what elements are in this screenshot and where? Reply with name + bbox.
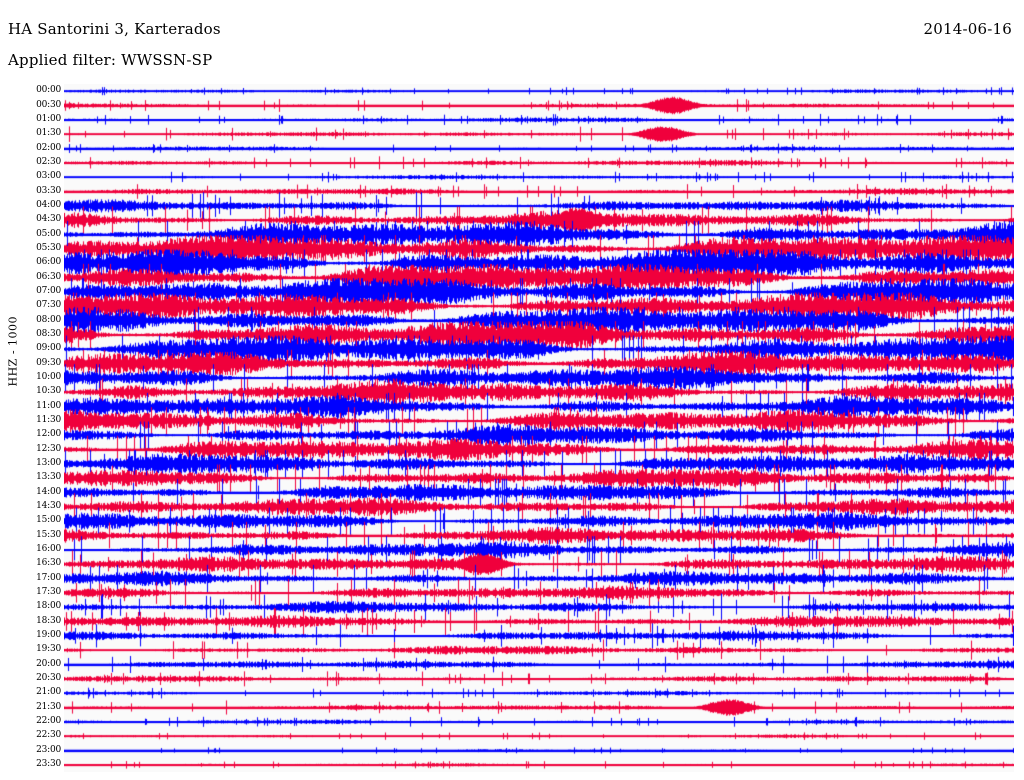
time-tick-label: 00:00 (36, 85, 61, 96)
time-tick-label: 19:00 (36, 629, 61, 640)
time-tick-label: 20:00 (36, 658, 61, 669)
time-tick-label: 06:00 (36, 257, 61, 268)
time-tick-label: 19:30 (36, 644, 61, 655)
time-tick-label: 18:00 (36, 601, 61, 612)
time-tick-label: 22:00 (36, 715, 61, 726)
time-tick-label: 07:30 (36, 300, 61, 311)
time-tick-label: 15:00 (36, 515, 61, 526)
time-tick-label: 18:30 (36, 615, 61, 626)
record-date-label: 2014-06-16 (923, 20, 1012, 38)
time-tick-label: 17:00 (36, 572, 61, 583)
time-tick-label: 21:00 (36, 687, 61, 698)
time-tick-label: 16:30 (36, 558, 61, 569)
time-tick-label: 02:00 (36, 142, 61, 153)
time-tick-label: 22:30 (36, 730, 61, 741)
time-tick-label: 02:30 (36, 156, 61, 167)
time-tick-label: 10:30 (36, 386, 61, 397)
time-tick-label: 03:30 (36, 185, 61, 196)
time-tick-label: 04:30 (36, 214, 61, 225)
time-tick-label: 12:30 (36, 443, 61, 454)
time-tick-label: 23:30 (36, 758, 61, 769)
time-tick-label: 13:30 (36, 472, 61, 483)
time-tick-label: 03:00 (36, 171, 61, 182)
time-tick-label: 14:30 (36, 500, 61, 511)
time-tick-label: 01:00 (36, 113, 61, 124)
time-tick-label: 16:00 (36, 543, 61, 554)
time-tick-label: 05:30 (36, 242, 61, 253)
applied-filter-label: Applied filter: WWSSN-SP (8, 51, 213, 69)
time-tick-label: 20:30 (36, 672, 61, 683)
time-tick-label: 06:30 (36, 271, 61, 282)
time-tick-label: 00:30 (36, 99, 61, 110)
time-axis: 00:00 00:30 01:00 01:30 02:00 02:30 03:00 03:30… (0, 84, 62, 772)
time-tick-label: 11:00 (36, 400, 61, 411)
time-tick-label: 09:30 (36, 357, 61, 368)
time-tick-label: 09:00 (36, 343, 61, 354)
time-tick-label: 17:30 (36, 586, 61, 597)
time-tick-label: 01:30 (36, 128, 61, 139)
seismogram-traces[interactable] (64, 84, 1014, 772)
page-title: HA Santorini 3, Karterados (8, 20, 221, 38)
time-tick-label: 15:30 (36, 529, 61, 540)
time-tick-label: 08:00 (36, 314, 61, 325)
time-tick-label: 21:30 (36, 701, 61, 712)
seismogram-plot-area[interactable] (64, 84, 1014, 772)
time-tick-label: 10:00 (36, 371, 61, 382)
time-tick-label: 12:00 (36, 429, 61, 440)
time-tick-label: 07:00 (36, 285, 61, 296)
time-tick-label: 13:00 (36, 457, 61, 468)
time-tick-label: 14:00 (36, 486, 61, 497)
time-tick-label: 04:00 (36, 199, 61, 210)
time-tick-label: 08:30 (36, 328, 61, 339)
time-tick-label: 11:30 (36, 414, 61, 425)
time-tick-label: 23:00 (36, 744, 61, 755)
time-tick-label: 05:00 (36, 228, 61, 239)
